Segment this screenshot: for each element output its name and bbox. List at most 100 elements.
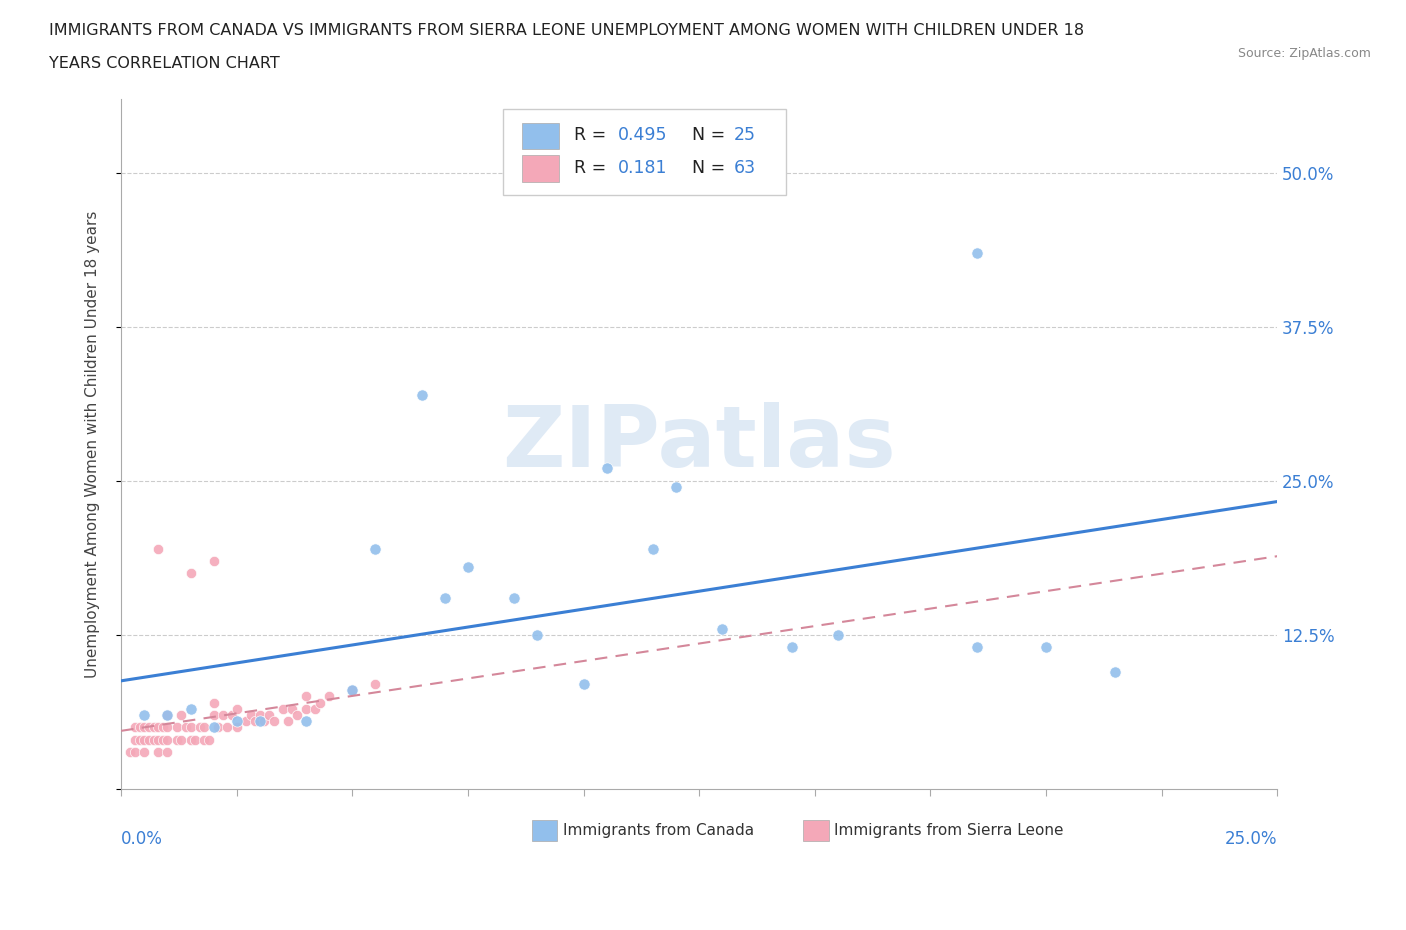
Point [156, 720, 179, 735]
Point [295, 701, 318, 716]
Point [433, 591, 456, 605]
Point [193, 732, 215, 747]
Point [285, 708, 308, 723]
Point [249, 708, 271, 723]
Point [202, 720, 225, 735]
Point [166, 732, 188, 747]
Point [202, 553, 225, 568]
Point [457, 560, 479, 575]
Point [179, 732, 201, 747]
Point [966, 640, 988, 655]
Point [146, 541, 169, 556]
FancyBboxPatch shape [803, 820, 828, 841]
Point [281, 701, 304, 716]
Point [245, 713, 267, 728]
Point [253, 713, 276, 728]
Point [142, 720, 165, 735]
Point [156, 708, 179, 723]
Point [138, 720, 160, 735]
Text: N =: N = [681, 159, 731, 178]
Text: ZIPatlas: ZIPatlas [502, 403, 896, 485]
Point [596, 461, 619, 476]
Point [188, 720, 211, 735]
Point [166, 720, 188, 735]
Point [295, 713, 318, 728]
Point [146, 720, 169, 735]
Point [134, 708, 156, 723]
Text: Immigrants from Sierra Leone: Immigrants from Sierra Leone [835, 823, 1064, 838]
Point [526, 628, 548, 643]
Point [309, 696, 332, 711]
Point [156, 745, 179, 760]
Point [128, 732, 150, 747]
Point [225, 701, 247, 716]
Text: IMMIGRANTS FROM CANADA VS IMMIGRANTS FROM SIERRA LEONE UNEMPLOYMENT AMONG WOMEN : IMMIGRANTS FROM CANADA VS IMMIGRANTS FRO… [49, 23, 1084, 38]
Point [193, 720, 215, 735]
Point [249, 713, 271, 728]
FancyBboxPatch shape [531, 820, 557, 841]
Point [503, 591, 526, 605]
FancyBboxPatch shape [522, 155, 560, 181]
Text: 0.181: 0.181 [619, 159, 668, 178]
Point [152, 720, 174, 735]
Point [138, 732, 160, 747]
Point [780, 640, 803, 655]
Point [342, 683, 364, 698]
Point [641, 541, 664, 556]
Point [134, 732, 156, 747]
FancyBboxPatch shape [503, 109, 786, 195]
Point [217, 720, 239, 735]
Text: N =: N = [681, 126, 731, 144]
Point [134, 745, 156, 760]
Point [239, 708, 262, 723]
Point [235, 713, 257, 728]
Point [1035, 640, 1057, 655]
Point [212, 708, 235, 723]
Point [304, 701, 326, 716]
Point [152, 732, 174, 747]
Point [221, 708, 243, 723]
Point [179, 701, 201, 716]
Text: 25.0%: 25.0% [1225, 830, 1277, 848]
Point [156, 732, 179, 747]
Point [146, 732, 169, 747]
Text: 0.0%: 0.0% [121, 830, 163, 848]
Text: R =: R = [574, 126, 612, 144]
Point [134, 720, 156, 735]
Point [142, 732, 165, 747]
Point [711, 621, 734, 636]
Y-axis label: Unemployment Among Women with Children Under 18 years: Unemployment Among Women with Children U… [86, 210, 100, 677]
Point [156, 708, 179, 723]
Point [198, 732, 221, 747]
Point [170, 732, 193, 747]
Point [364, 541, 387, 556]
Point [318, 689, 340, 704]
Point [179, 720, 201, 735]
Point [277, 713, 299, 728]
Text: R =: R = [574, 159, 617, 178]
Point [124, 720, 146, 735]
Point [184, 732, 207, 747]
Text: Source: ZipAtlas.com: Source: ZipAtlas.com [1237, 46, 1371, 60]
Text: Immigrants from Canada: Immigrants from Canada [562, 823, 754, 838]
Point [665, 480, 688, 495]
Point [128, 720, 150, 735]
Point [124, 732, 146, 747]
Point [572, 677, 595, 692]
FancyBboxPatch shape [522, 123, 560, 149]
Point [1104, 664, 1126, 679]
Point [179, 565, 201, 580]
Point [124, 745, 146, 760]
Point [202, 708, 225, 723]
Text: YEARS CORRELATION CHART: YEARS CORRELATION CHART [49, 56, 280, 71]
Point [257, 708, 280, 723]
Text: 63: 63 [734, 159, 756, 178]
Point [120, 745, 142, 760]
Point [174, 720, 197, 735]
Text: 25: 25 [734, 126, 756, 144]
Point [271, 701, 294, 716]
Point [966, 246, 988, 260]
Point [225, 713, 247, 728]
Point [364, 677, 387, 692]
Point [411, 387, 433, 402]
